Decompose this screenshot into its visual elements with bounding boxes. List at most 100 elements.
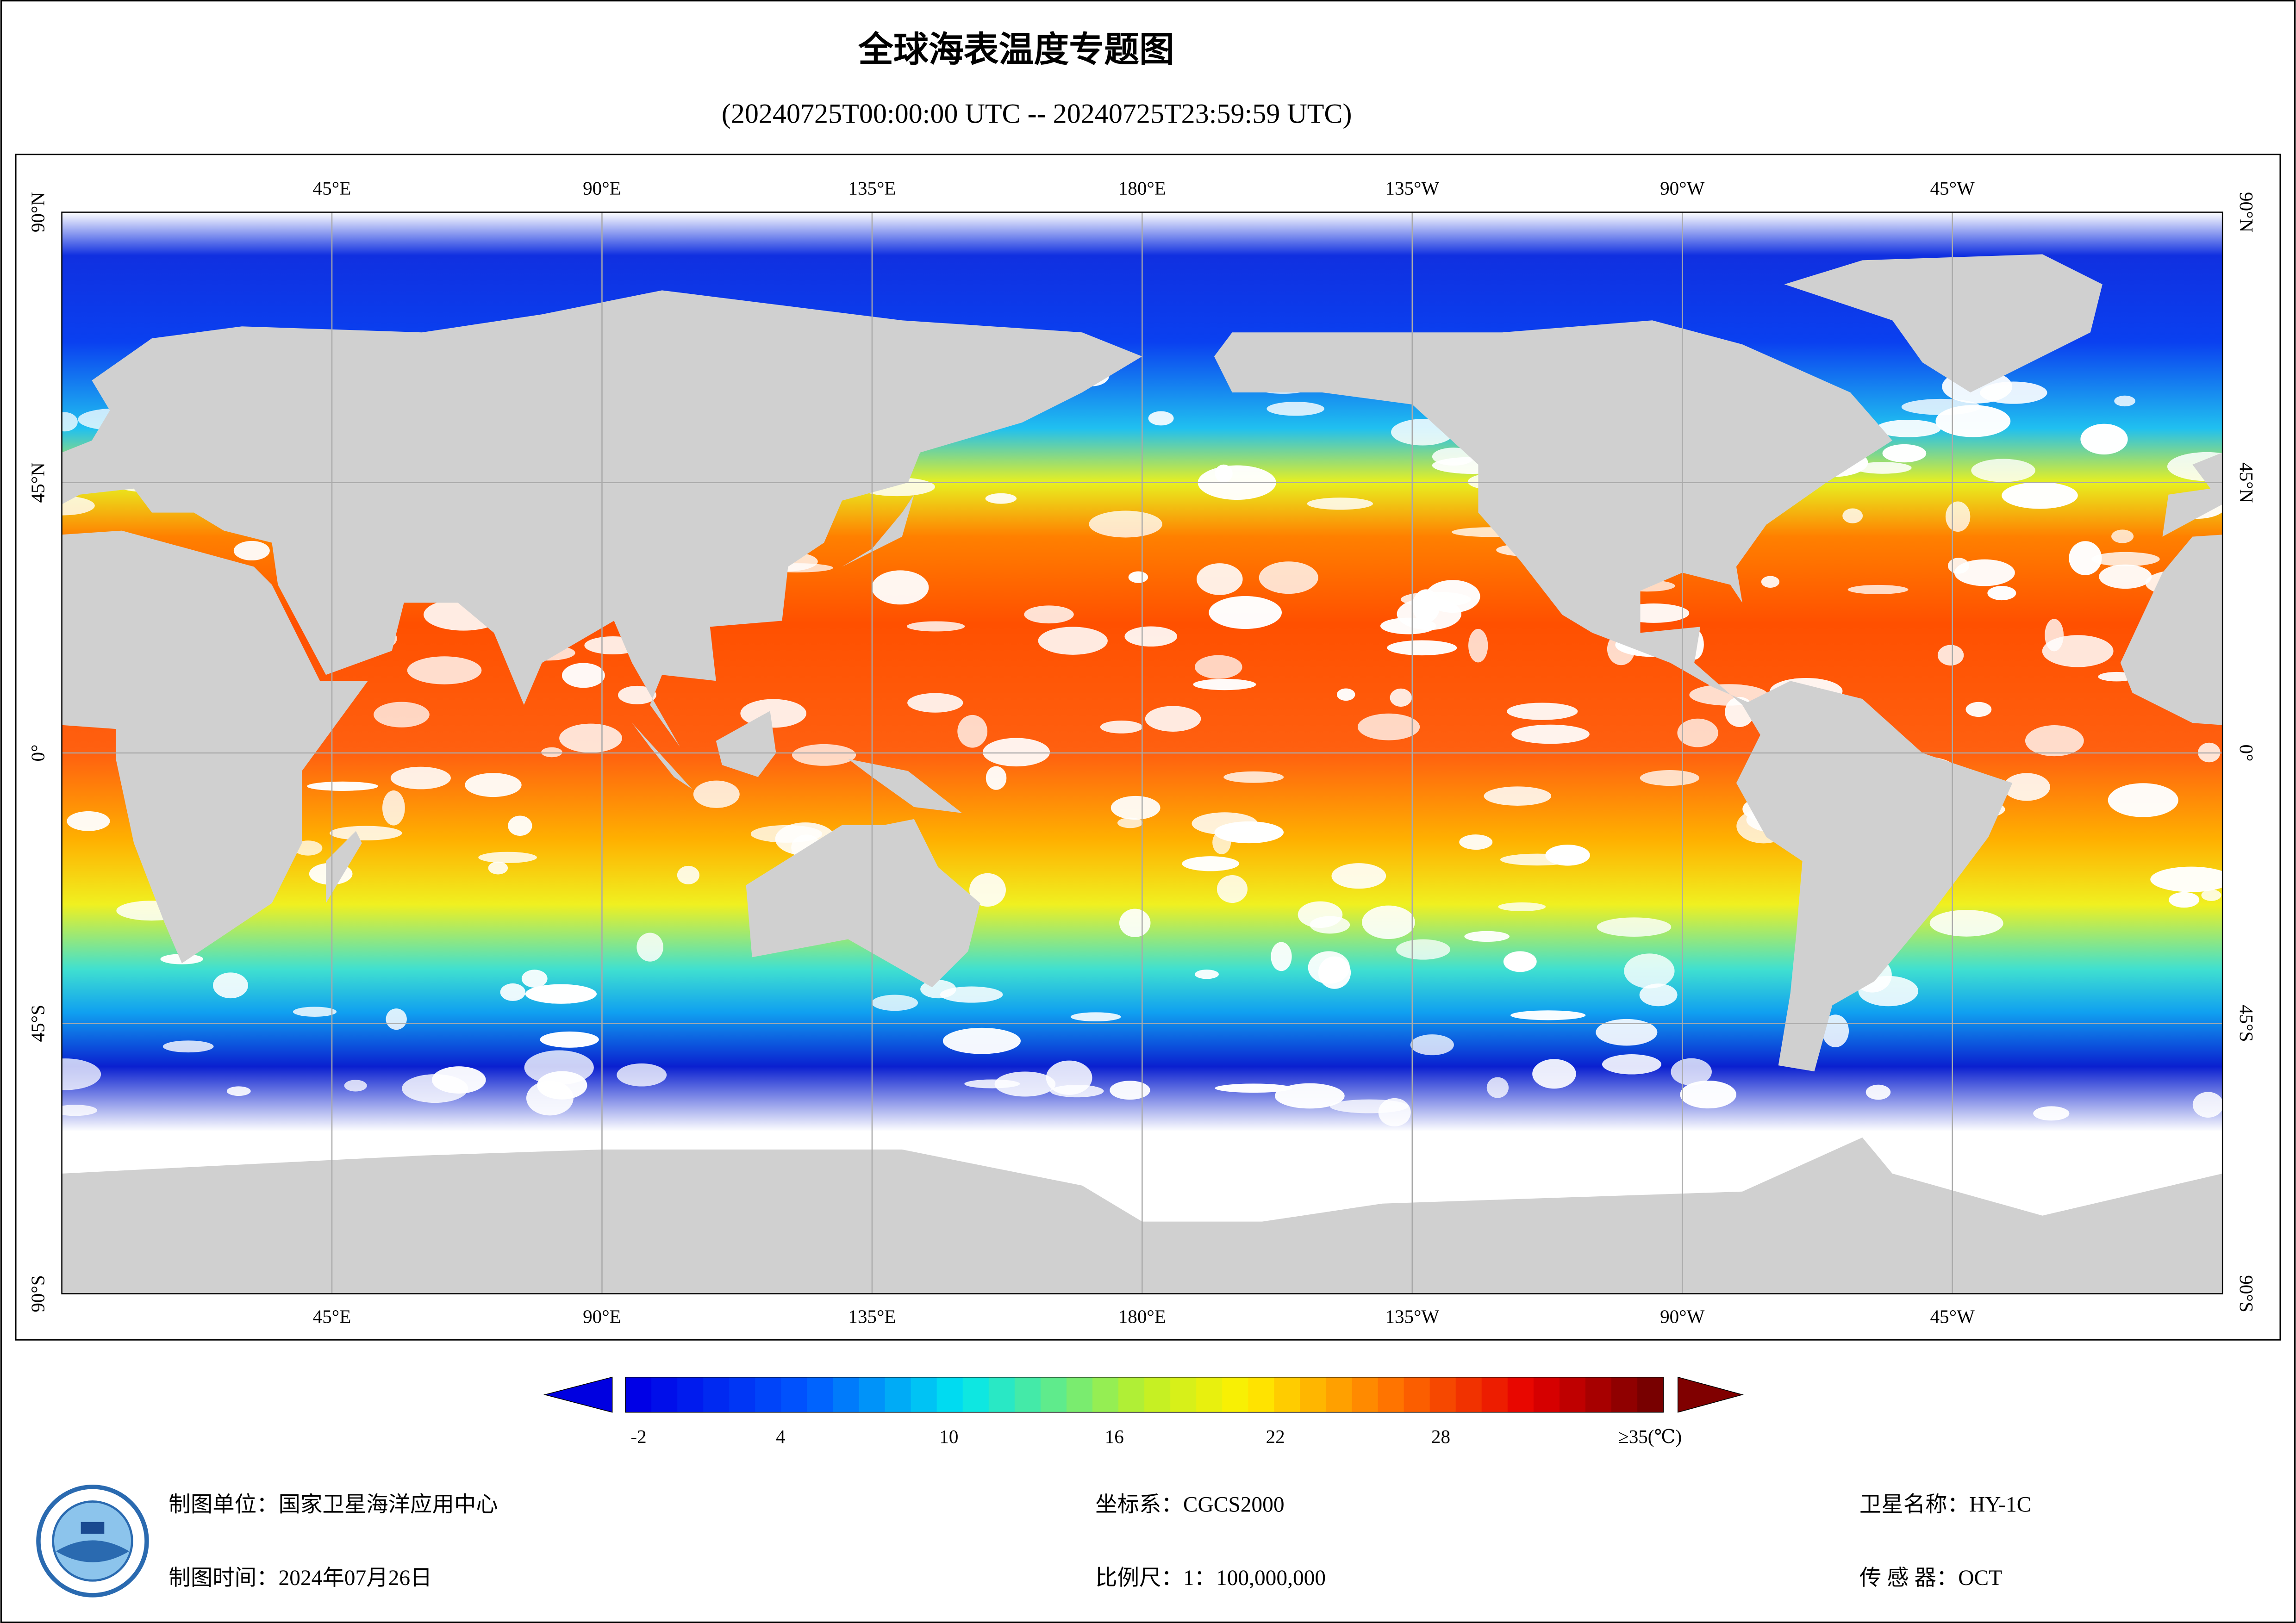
colorbar-label: 16 xyxy=(1105,1426,1124,1447)
cloud xyxy=(1182,856,1239,871)
colorbar-cell xyxy=(1040,1377,1067,1412)
cloud xyxy=(1387,640,1457,656)
cloud xyxy=(1396,939,1450,960)
lon-label-bottom: 180°E xyxy=(1118,1306,1166,1327)
land xyxy=(2162,452,2223,537)
colorbar-border xyxy=(625,1376,1664,1413)
cloud xyxy=(540,1031,599,1048)
cloud xyxy=(1882,444,1927,463)
cloud xyxy=(407,656,482,684)
cloud xyxy=(1362,905,1415,939)
colorbar-cell xyxy=(1559,1377,1586,1412)
land xyxy=(716,711,776,777)
lon-label-bottom: 90°W xyxy=(1660,1306,1705,1327)
cloud xyxy=(2114,395,2135,407)
lon-label-top: 135°E xyxy=(848,178,896,199)
cloud xyxy=(541,747,562,758)
cloud xyxy=(693,780,740,808)
colorbar-cell xyxy=(1248,1377,1275,1412)
cloud xyxy=(636,933,663,962)
cloud xyxy=(1336,688,1355,701)
cloud xyxy=(390,766,451,790)
cloud xyxy=(1498,902,1546,911)
cloud xyxy=(1624,953,1675,989)
cloud xyxy=(2002,482,2078,509)
map-date: 制图时间：2024年07月26日 xyxy=(168,1566,432,1590)
cloud xyxy=(465,773,522,797)
cloud xyxy=(1971,459,2035,482)
cloud xyxy=(307,781,378,791)
land xyxy=(2120,535,2223,725)
cloud xyxy=(537,1071,587,1100)
cloud xyxy=(62,1058,101,1090)
colorbar-cell xyxy=(1066,1377,1093,1412)
cloud xyxy=(1111,796,1160,820)
colorbar-cell xyxy=(677,1377,704,1412)
colorbar-high-arrow xyxy=(1677,1376,1744,1413)
cloud xyxy=(1410,1034,1454,1056)
cloud xyxy=(1089,510,1162,538)
cloud xyxy=(1597,917,1672,937)
cloud xyxy=(1980,381,2047,404)
cloud xyxy=(1217,875,1248,903)
cloud xyxy=(1639,983,1678,1007)
cloud xyxy=(1507,703,1578,720)
cloud xyxy=(1842,508,1863,523)
cloud xyxy=(1847,585,1909,594)
lon-label-top: 90°E xyxy=(583,178,621,199)
cloud xyxy=(508,815,532,836)
cloud xyxy=(2108,783,2178,817)
colorbar-cell xyxy=(1014,1377,1041,1412)
cloud xyxy=(907,693,963,713)
cloud xyxy=(1987,586,2016,601)
satellite: 卫星名称：HY-1C xyxy=(1859,1493,2031,1517)
cloud xyxy=(1215,1083,1292,1093)
cloud xyxy=(62,1105,98,1116)
cloud xyxy=(386,1008,407,1030)
cloud xyxy=(2169,892,2200,908)
lat-label-left: 90°S xyxy=(27,1275,49,1312)
cloud xyxy=(500,983,526,1001)
lon-label-top: 135°W xyxy=(1385,178,1439,199)
cloud xyxy=(1510,1010,1586,1020)
colorbar-cell xyxy=(1170,1377,1197,1412)
cloud xyxy=(521,970,548,988)
colorbar-cell xyxy=(885,1377,911,1412)
cloud xyxy=(344,1080,367,1092)
cloud xyxy=(1298,901,1343,928)
cloud xyxy=(871,995,918,1011)
cloud xyxy=(162,1040,214,1053)
colorbar-cell xyxy=(1352,1377,1379,1412)
colorbar-cell xyxy=(1507,1377,1534,1412)
lon-label-top: 45°E xyxy=(313,178,351,199)
cloud xyxy=(1876,419,1941,437)
cloud xyxy=(2150,866,2223,892)
lat-label-left: 90°N xyxy=(27,192,49,232)
cloud xyxy=(1532,1059,1576,1089)
cloud xyxy=(872,570,929,605)
cloud xyxy=(1124,626,1178,647)
cloud xyxy=(1128,571,1148,583)
colorbar-cell xyxy=(781,1377,808,1412)
cloud xyxy=(1271,942,1292,971)
cloud xyxy=(1307,497,1373,510)
cloud xyxy=(1357,713,1420,740)
cloud xyxy=(1503,951,1537,972)
colorbar xyxy=(543,1376,1744,1413)
lat-label-right: 45°N xyxy=(2236,462,2257,503)
cloud xyxy=(1468,628,1488,663)
colorbar-cell xyxy=(1481,1377,1508,1412)
colorbar-cell xyxy=(703,1377,730,1412)
cloud xyxy=(2080,423,2128,455)
cloud xyxy=(986,766,1007,790)
cloud xyxy=(1274,1083,1345,1109)
cloud xyxy=(1954,559,2015,586)
colorbar-label: 22 xyxy=(1266,1426,1285,1447)
colorbar-cell xyxy=(1533,1377,1560,1412)
colorbar-cell xyxy=(1611,1377,1638,1412)
colorbar-cell xyxy=(1196,1377,1223,1412)
cloud xyxy=(1929,910,2003,937)
colorbar-cell xyxy=(911,1377,937,1412)
cloud xyxy=(1223,771,1284,783)
